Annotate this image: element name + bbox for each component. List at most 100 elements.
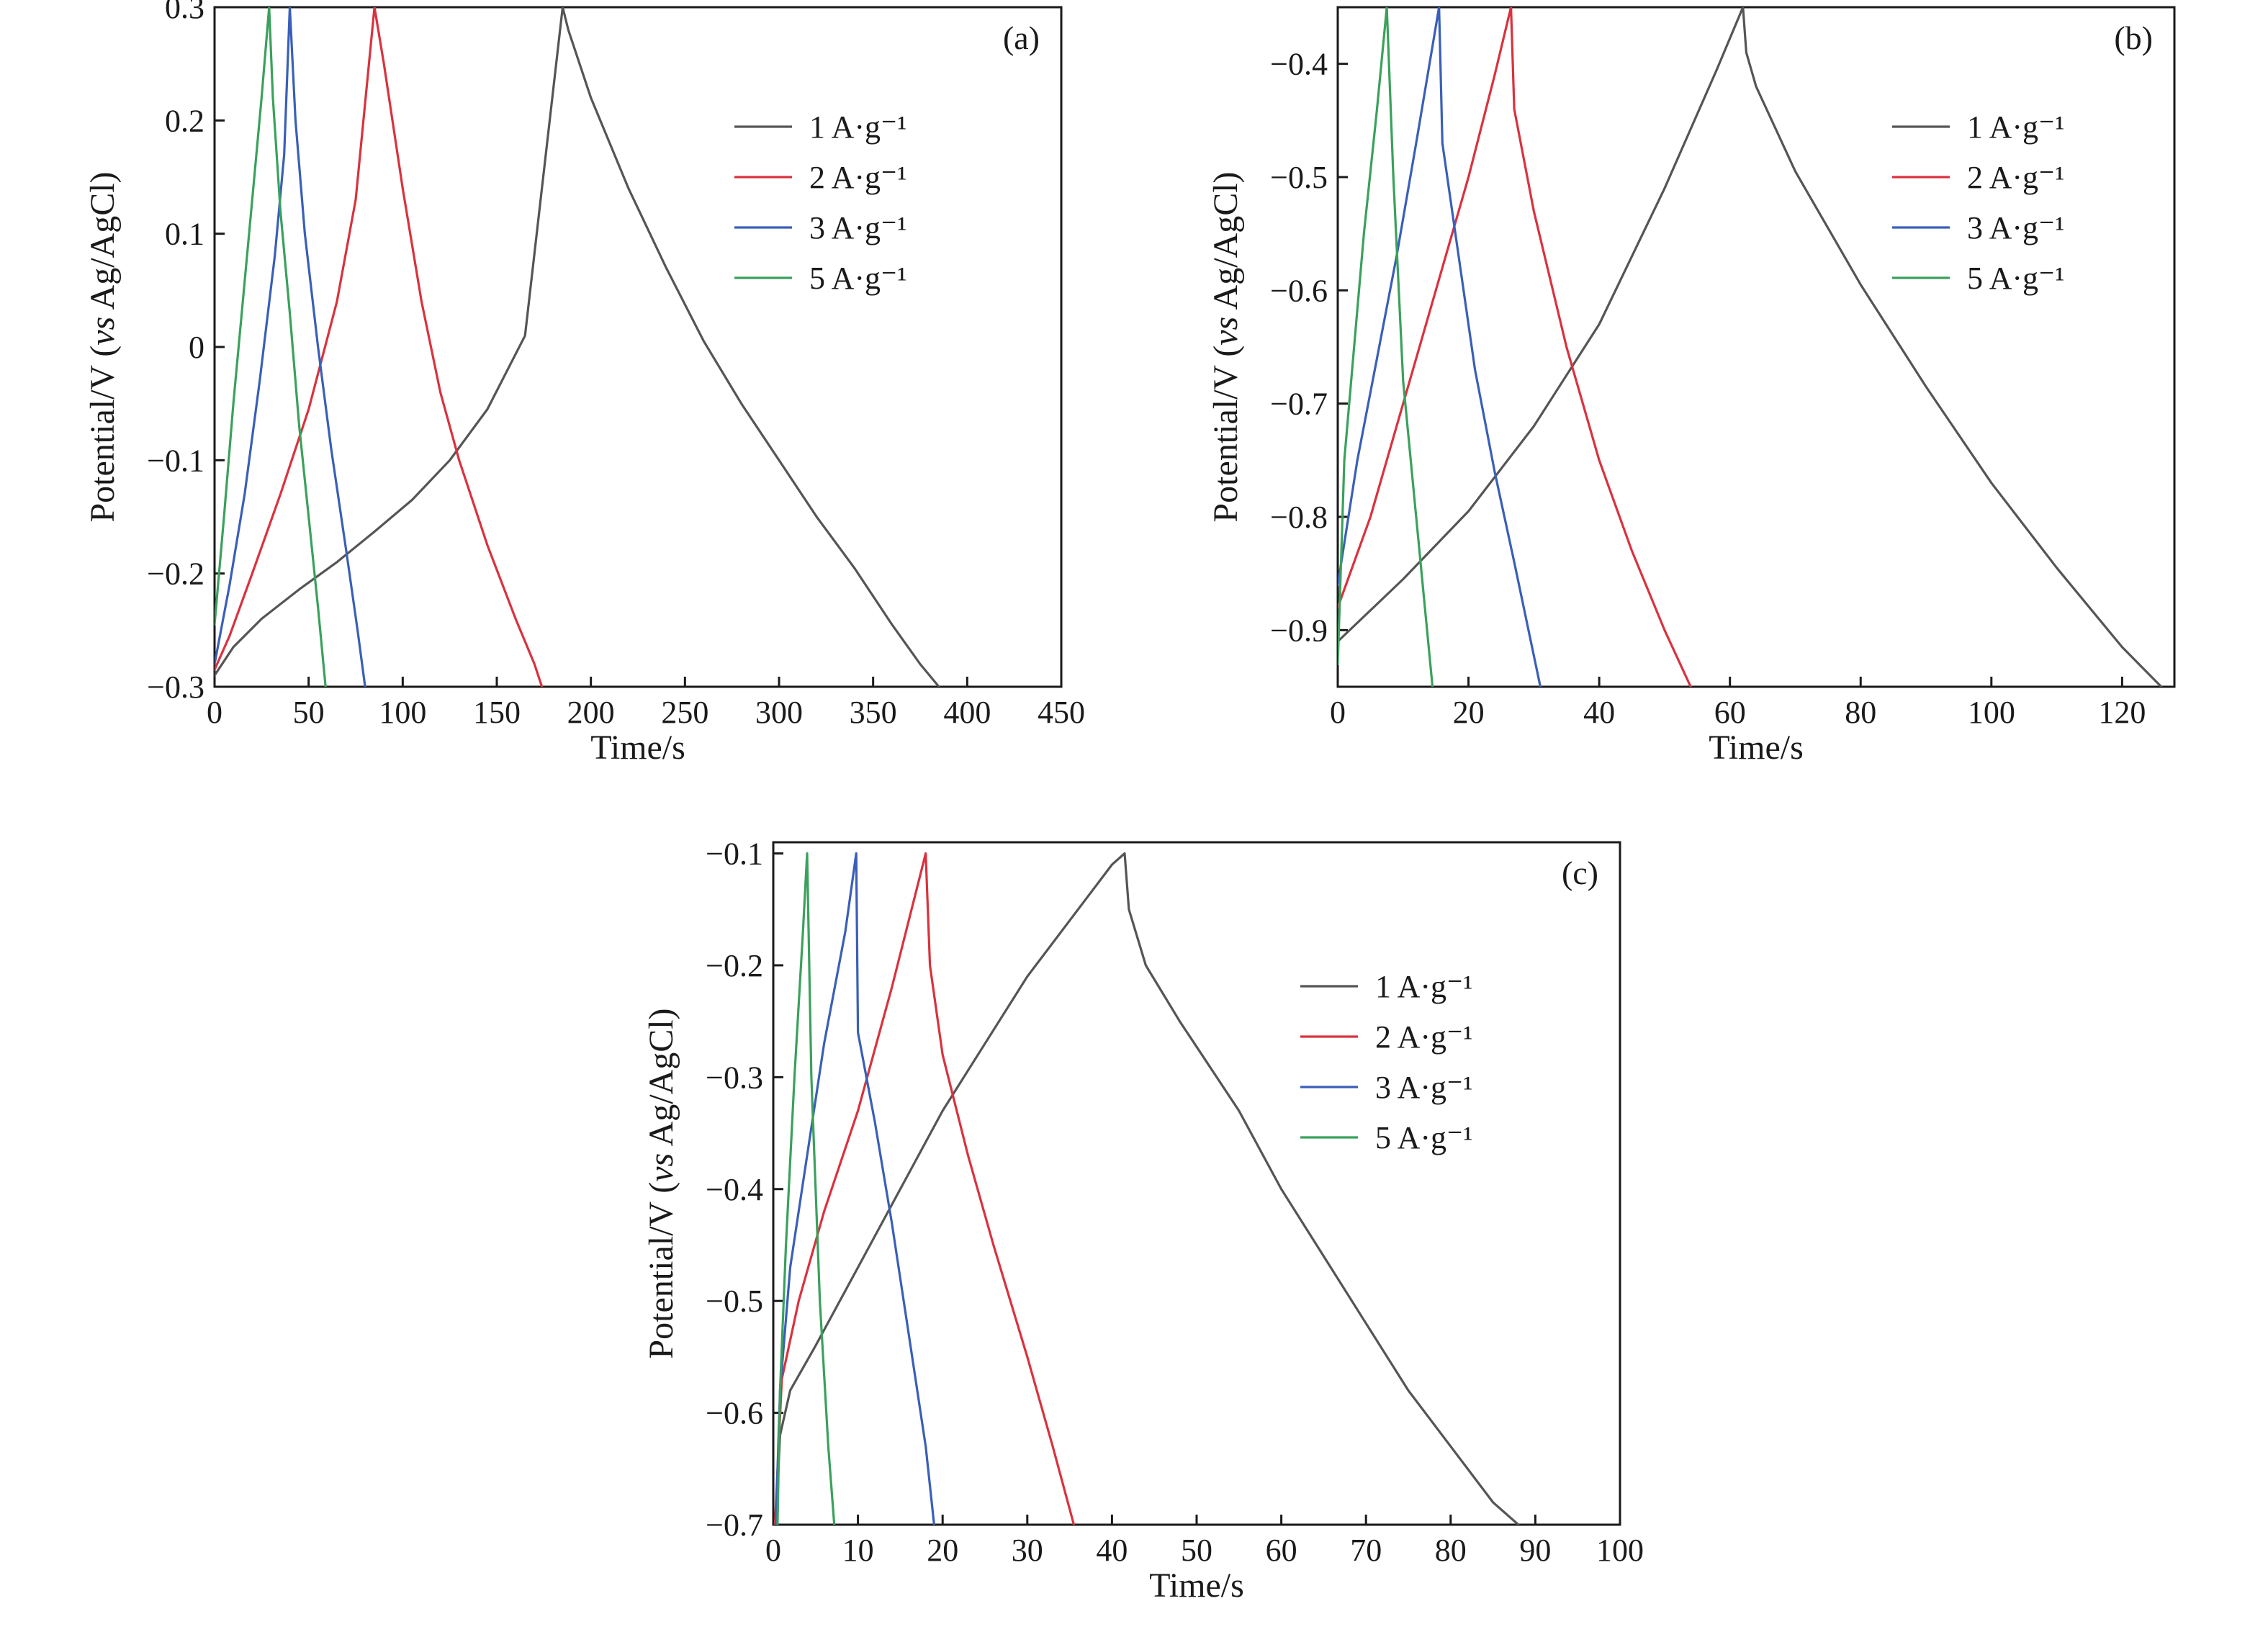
y-tick-label: −0.7	[706, 1507, 763, 1543]
series-line-3	[215, 7, 366, 687]
x-tick-label: 20	[927, 1533, 958, 1568]
y-axis-label-part: Potential/V (	[84, 346, 122, 523]
x-tick-label: 100	[379, 695, 426, 730]
y-tick-label: 0.1	[165, 217, 204, 252]
legend-label: 2 A·g⁻¹	[809, 160, 906, 195]
x-tick-label: 200	[567, 695, 615, 730]
legend-label: 3 A·g⁻¹	[1967, 210, 2064, 245]
x-tick-label: 30	[1012, 1533, 1043, 1568]
x-tick-label: 50	[293, 695, 325, 730]
x-tick-label: 0	[207, 695, 222, 730]
y-tick-label: −0.6	[706, 1396, 763, 1431]
x-tick-label: 70	[1350, 1533, 1382, 1568]
y-tick-label: −0.1	[147, 443, 204, 478]
legend-label: 5 A·g⁻¹	[809, 261, 906, 296]
panel-b: 0 20 40 60 80 100 120 −0.9 −0.8 −0.7 −0.6 −0.5 −0.4 T…	[1207, 6, 2176, 767]
y-axis-label: Potential/V (vs Ag/AgCl)	[642, 1008, 680, 1358]
x-axis-label: Time/s	[1709, 729, 1804, 767]
legend: 1 A·g⁻¹ 2 A·g⁻¹ 3 A·g⁻¹ 5 A·g⁻¹	[1300, 969, 1472, 1155]
y-tick-label: 0	[189, 330, 204, 365]
y-axis-label-part: Ag/AgCl)	[1207, 171, 1245, 316]
series-group	[773, 852, 1520, 1525]
x-tick-label: 100	[1596, 1533, 1644, 1568]
x-tick-label: 100	[1968, 695, 2015, 730]
series-line-1	[774, 852, 1520, 1525]
y-tick-label: −0.5	[706, 1284, 763, 1319]
y-tick-label: −0.8	[1270, 500, 1328, 535]
y-tick-label: 0.2	[165, 103, 204, 138]
x-tick-label: 60	[1266, 1533, 1297, 1568]
x-tick-label: 300	[755, 695, 803, 730]
x-tick-label: 120	[2098, 695, 2146, 730]
series-line-3	[1338, 7, 1542, 687]
x-tick-label: 60	[1714, 695, 1746, 730]
y-tick-label: −0.9	[1270, 613, 1328, 648]
x-tick-label: 20	[1453, 695, 1485, 730]
y-tick-label: −0.6	[1270, 273, 1328, 308]
x-tick-label: 90	[1519, 1533, 1551, 1568]
y-axis-label-part: vs	[1207, 317, 1245, 346]
series-line-4	[1338, 7, 1434, 687]
y-axis-label-part: vs	[642, 1153, 680, 1182]
series-line-4	[776, 852, 836, 1525]
series-line-2	[773, 852, 1076, 1525]
panel-c: 0 10 20 30 40 50 60 70 80 90 100 −0.7 −0.6 −0.5 −0.4 −0…	[642, 836, 1644, 1605]
legend-label: 3 A·g⁻¹	[809, 210, 906, 245]
legend-label: 5 A·g⁻¹	[1967, 261, 2064, 296]
series-line-2	[215, 7, 544, 687]
series-line-1	[1338, 7, 2163, 687]
y-tick-label: −0.5	[1270, 160, 1328, 195]
y-tick-label: −0.2	[706, 948, 763, 983]
legend-label: 3 A·g⁻¹	[1375, 1070, 1472, 1105]
x-axis-label: Time/s	[590, 729, 685, 767]
x-tick-label: 150	[473, 695, 521, 730]
legend-label: 1 A·g⁻¹	[1967, 109, 2064, 145]
x-tick-label: 80	[1435, 1533, 1467, 1568]
x-axis-label: Time/s	[1149, 1566, 1244, 1605]
x-tick-label: 400	[943, 695, 991, 730]
series-line-1	[215, 7, 940, 687]
plot-frame	[213, 6, 1063, 688]
plot-frame	[1336, 6, 2176, 688]
series-line-3	[774, 852, 935, 1525]
x-tick-label: 350	[850, 695, 897, 730]
y-axis-label-part: Potential/V (	[1207, 346, 1245, 523]
legend-label: 5 A·g⁻¹	[1375, 1120, 1472, 1155]
legend-label: 1 A·g⁻¹	[1375, 969, 1472, 1004]
x-tick-label: 10	[842, 1533, 874, 1568]
plot-frame	[772, 841, 1621, 1526]
y-axis-label-part: Ag/AgCl)	[642, 1008, 680, 1153]
y-axis-label-part: Potential/V (	[642, 1182, 680, 1359]
y-axis-label-part: Ag/AgCl)	[84, 171, 122, 316]
x-tick-label: 0	[765, 1533, 781, 1568]
y-tick-label: 0.3	[165, 0, 204, 25]
y-tick-label: −0.3	[706, 1060, 763, 1095]
y-tick-label: −0.1	[706, 836, 763, 872]
x-tick-label: 40	[1096, 1533, 1128, 1568]
x-tick-label: 80	[1845, 695, 1876, 730]
legend: 1 A·g⁻¹ 2 A·g⁻¹ 3 A·g⁻¹ 5 A·g⁻¹	[1892, 109, 2064, 296]
series-group	[1338, 7, 2163, 687]
y-axis-label: Potential/V (vs Ag/AgCl)	[84, 171, 122, 522]
legend-label: 2 A·g⁻¹	[1375, 1019, 1472, 1055]
x-tick-label: 50	[1181, 1533, 1212, 1568]
y-tick-label: −0.4	[706, 1172, 763, 1207]
panel-label: (b)	[2114, 19, 2153, 56]
y-tick-label: −0.2	[147, 556, 204, 592]
series-group	[215, 7, 940, 687]
y-axis-label: Potential/V (vs Ag/AgCl)	[1207, 171, 1245, 522]
legend-label: 2 A·g⁻¹	[1967, 160, 2064, 195]
legend-label: 1 A·g⁻¹	[809, 109, 906, 145]
legend: 1 A·g⁻¹ 2 A·g⁻¹ 3 A·g⁻¹ 5 A·g⁻¹	[734, 109, 906, 296]
panel-label: (c)	[1562, 854, 1598, 891]
y-tick-label: −0.7	[1270, 387, 1328, 422]
x-tick-label: 0	[1330, 695, 1346, 730]
panel-label: (a)	[1003, 19, 1040, 56]
x-tick-label: 40	[1583, 695, 1615, 730]
panel-a: 0 50 100 150 200 250 300 350 400 450 −0.3 −0.2 −0.1 0…	[84, 0, 1085, 767]
series-line-2	[1338, 7, 1692, 687]
y-tick-label: −0.3	[147, 669, 204, 705]
x-tick-label: 450	[1038, 695, 1085, 730]
x-tick-label: 250	[661, 695, 708, 730]
